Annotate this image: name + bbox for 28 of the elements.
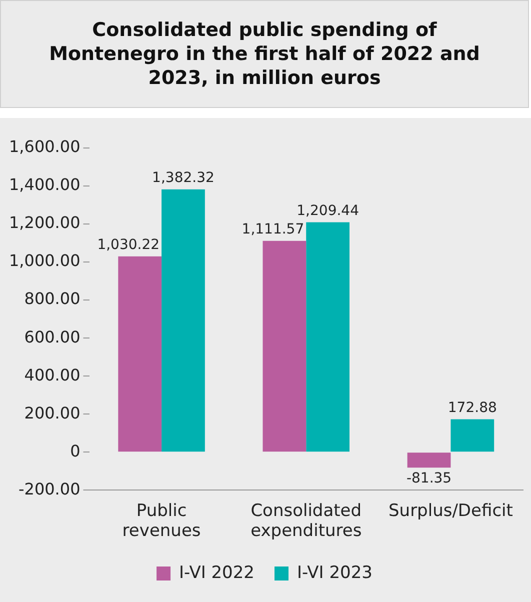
data-label: 1,382.32 [152,170,214,186]
y-tick-label: 800.00 [24,289,80,308]
data-label: 172.88 [448,400,497,416]
bar [162,189,205,452]
bar [262,240,306,452]
bar [306,222,350,452]
x-tick-label: Consolidated expenditures [250,500,362,542]
y-tick-label: 0 [70,441,80,460]
x-tick-label: Public revenues [122,500,201,542]
bar [407,452,451,468]
data-label: 1,111.57 [242,221,304,238]
bar [450,419,494,452]
y-tick-label: 1,200.00 [9,213,80,232]
y-tick-label: 1,400.00 [9,175,80,194]
y-tick-label: -200.00 [18,479,80,498]
y-tick-label: 1,000.00 [9,251,80,270]
chart-title: Consolidated public spending of Montenegro in the first half of 2022 and 2023, in million euros [0,0,529,108]
y-tick-label: 200.00 [24,403,80,422]
data-label: 1,209.44 [296,202,360,219]
x-tick-label: Surplus/Deficit [388,500,514,521]
bar [118,256,162,452]
y-tick-label: 600.00 [24,327,80,346]
y-tick-label: 400.00 [24,365,80,384]
data-label: -81.35 [406,470,452,486]
legend-label: I-VI 2023 [297,562,372,583]
y-tick-label: 1,600.00 [9,137,80,156]
legend-label: I-VI 2022 [179,562,255,583]
data-label: 1,030.22 [97,236,160,253]
